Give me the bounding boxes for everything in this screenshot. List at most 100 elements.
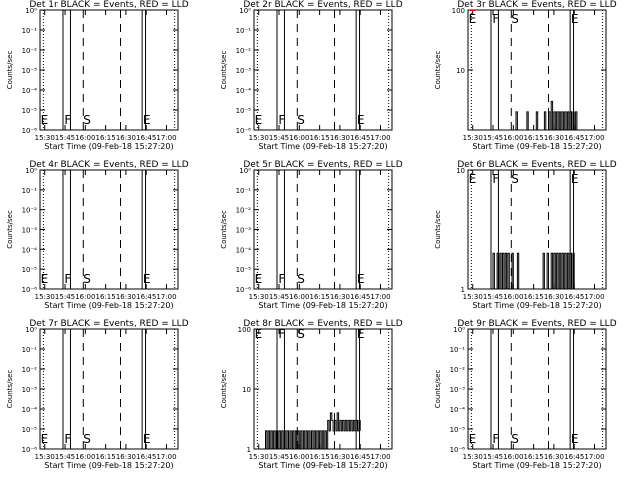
- y-tick-label: 10⁻²: [450, 366, 466, 374]
- chart-panel-9: Det 9r BLACK = Events, RED = LLD Counts/s…: [434, 319, 617, 470]
- x-tick-label: 15:30: [463, 453, 483, 461]
- marker-label-s: S: [83, 272, 91, 286]
- y-tick-label: 10⁻²: [236, 207, 252, 215]
- chart-panel-6: Det 6r BLACK = Events, RED = LLD Counts/s…: [434, 160, 617, 310]
- x-tick-label: 16:30: [116, 453, 136, 461]
- series-line: [492, 252, 575, 290]
- y-tick-label: 10⁻¹: [22, 27, 38, 35]
- marker-label-s: S: [83, 432, 91, 446]
- x-tick-label: 16:15: [524, 134, 544, 142]
- x-tick-label: 15:30: [35, 293, 55, 301]
- chart-panel-8: Det 8r BLACK = Events, RED = LLD Counts/s…: [220, 319, 403, 470]
- x-tick-label: 17:00: [584, 134, 604, 142]
- chart-title: Det 8r BLACK = Events, RED = LLD: [243, 319, 402, 329]
- x-tick-label: 17:00: [156, 293, 176, 301]
- y-tick-label: 10⁰: [25, 7, 37, 15]
- chart-title: Det 6r BLACK = Events, RED = LLD: [457, 160, 616, 170]
- x-tick-label: 16:00: [289, 134, 309, 142]
- y-tick-label: 10⁻⁴: [450, 406, 466, 414]
- y-tick-label: 10⁻⁶: [236, 127, 252, 135]
- y-tick-label: 10⁻⁴: [22, 406, 38, 414]
- chart-title: Det 3r BLACK = Events, RED = LLD: [457, 0, 616, 10]
- y-tick-label: 10⁻⁴: [236, 87, 252, 95]
- y-tick-label: 10⁻²: [22, 207, 38, 215]
- marker-label-s: S: [297, 113, 305, 127]
- x-tick-label: 15:30: [249, 293, 269, 301]
- y-tick-label: 10⁻⁵: [22, 266, 38, 274]
- y-tick-label: 10⁻⁵: [236, 107, 252, 115]
- y-tick-label: 10: [456, 167, 465, 175]
- x-tick-label: 15:45: [483, 453, 503, 461]
- marker-label-e: E: [571, 12, 579, 26]
- x-tick-label: 16:15: [524, 293, 544, 301]
- y-tick-label: 10⁻¹: [22, 187, 38, 195]
- marker-label-e: E: [143, 272, 151, 286]
- y-tick-label: 10⁻¹: [236, 187, 252, 195]
- x-tick-label: 16:30: [330, 453, 350, 461]
- series-line: [265, 412, 361, 450]
- y-tick-label: 10⁻³: [450, 386, 466, 394]
- chart-title: Det 7r BLACK = Events, RED = LLD: [29, 319, 188, 329]
- marker-label-f: F: [64, 272, 71, 286]
- x-tick-label: 16:15: [524, 453, 544, 461]
- y-axis-label: Counts/sec: [220, 51, 228, 90]
- chart-title: Det 4r BLACK = Events, RED = LLD: [29, 160, 188, 170]
- marker-label-e: E: [41, 432, 49, 446]
- series-line: [514, 100, 578, 131]
- marker-label-e: E: [469, 12, 477, 26]
- x-tick-label: 16:00: [503, 293, 523, 301]
- x-tick-label: 15:30: [35, 453, 55, 461]
- x-tick-label: 16:45: [136, 293, 156, 301]
- x-tick-label: 16:45: [350, 293, 370, 301]
- y-tick-label: 10⁻⁶: [450, 446, 466, 454]
- x-tick-label: 16:00: [503, 134, 523, 142]
- chart-panel-2: Det 2r BLACK = Events, RED = LLD Counts/s…: [220, 0, 403, 151]
- x-tick-label: 17:00: [370, 293, 390, 301]
- x-tick-label: 16:00: [289, 293, 309, 301]
- y-axis-label: Counts/sec: [220, 210, 228, 249]
- y-tick-label: 1: [247, 446, 251, 454]
- x-tick-label: 16:00: [75, 453, 95, 461]
- x-tick-label: 15:30: [463, 134, 483, 142]
- y-tick-label: 10⁰: [25, 326, 37, 334]
- y-tick-label: 100: [238, 326, 251, 334]
- plot-frame: [39, 169, 179, 290]
- y-tick-label: 10⁻³: [236, 227, 252, 235]
- marker-label-s: S: [83, 113, 91, 127]
- x-tick-label: 16:30: [116, 134, 136, 142]
- x-tick-label: 16:15: [96, 134, 116, 142]
- marker-label-f: F: [492, 172, 499, 186]
- x-tick-label: 16:30: [116, 293, 136, 301]
- chart-panel-7: Det 7r BLACK = Events, RED = LLD Counts/s…: [6, 319, 189, 470]
- y-tick-label: 10⁻⁶: [236, 286, 252, 294]
- marker-label-e: E: [357, 327, 365, 341]
- x-tick-label: 16:30: [544, 293, 564, 301]
- y-axis-label: Counts/sec: [434, 51, 442, 90]
- x-axis-label: Start Time (09-Feb-18 15:27:20): [44, 301, 173, 310]
- marker-label-s: S: [511, 172, 519, 186]
- x-tick-label: 17:00: [370, 453, 390, 461]
- y-tick-label: 10⁻⁵: [236, 266, 252, 274]
- x-tick-label: 17:00: [370, 134, 390, 142]
- marker-label-f: F: [278, 113, 285, 127]
- x-tick-label: 16:00: [75, 293, 95, 301]
- marker-label-e: E: [571, 432, 579, 446]
- x-tick-label: 16:45: [564, 293, 584, 301]
- marker-label-e: E: [469, 172, 477, 186]
- y-tick-label: 10⁻⁵: [22, 107, 38, 115]
- x-tick-label: 16:30: [544, 453, 564, 461]
- x-axis-label: Start Time (09-Feb-18 15:27:20): [472, 301, 601, 310]
- x-axis-label: Start Time (09-Feb-18 15:27:20): [258, 301, 387, 310]
- plot-frame: [39, 9, 179, 131]
- chart-panel-4: Det 4r BLACK = Events, RED = LLD Counts/s…: [6, 160, 189, 310]
- y-axis-label: Counts/sec: [220, 370, 228, 409]
- x-tick-label: 16:15: [96, 453, 116, 461]
- x-tick-label: 16:15: [310, 453, 330, 461]
- x-tick-label: 17:00: [584, 453, 604, 461]
- marker-label-s: S: [511, 432, 519, 446]
- y-axis-label: Counts/sec: [6, 210, 14, 249]
- x-tick-label: 15:30: [249, 453, 269, 461]
- chart-panel-1: Det 1r BLACK = Events, RED = LLD Counts/s…: [6, 0, 189, 151]
- x-tick-label: 16:45: [136, 453, 156, 461]
- marker-label-f: F: [278, 327, 285, 341]
